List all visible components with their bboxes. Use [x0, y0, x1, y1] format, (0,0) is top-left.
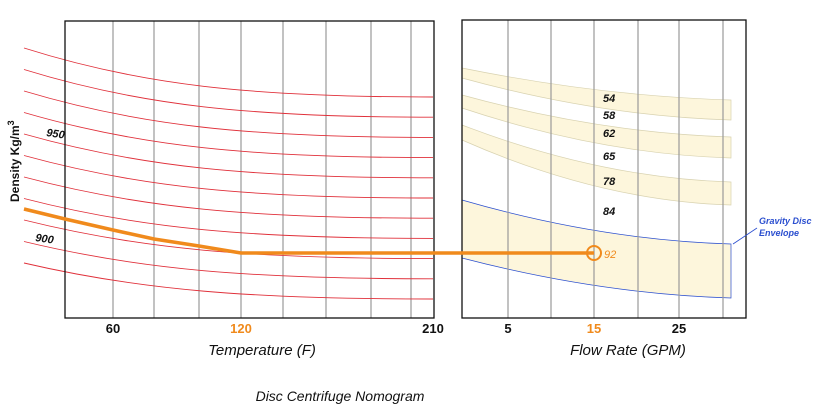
tick-210: 210 [422, 321, 444, 336]
density-curve [23, 47, 434, 98]
density-curve [23, 176, 434, 219]
tick-5: 5 [504, 321, 511, 336]
temperature-panel-frame [64, 20, 435, 319]
band-label: 58 [603, 110, 616, 122]
x-axis-label-flow-rate: Flow Rate (GPM) [570, 342, 686, 359]
envelope-label-line1: Gravity Disc [759, 216, 812, 226]
envelope-leader-line [732, 227, 758, 245]
band-label: 62 [603, 128, 615, 140]
selected-value-label: 92 [604, 249, 616, 261]
flow-bands [461, 67, 732, 299]
band-label: 84 [603, 206, 615, 218]
flow-band [461, 67, 732, 121]
density-curve [23, 112, 434, 159]
envelope-label-line2: Envelope [759, 228, 799, 238]
density-curves [23, 47, 434, 300]
band-label: 78 [603, 176, 616, 188]
gravity-disc-envelope [461, 199, 732, 299]
curve-label-950: 950 [46, 127, 67, 142]
tick-60: 60 [106, 321, 120, 336]
flow-band [461, 94, 732, 159]
chart-title: Disc Centrifuge Nomogram [256, 388, 425, 404]
density-curve [23, 90, 434, 138]
density-curve [23, 69, 434, 118]
flow-band [461, 124, 732, 206]
band-label: 65 [603, 151, 616, 163]
band-labels: 54 58 62 65 78 84 [603, 93, 616, 218]
reading-path [23, 207, 594, 255]
tick-15: 15 [587, 321, 601, 336]
tick-120: 120 [230, 321, 252, 336]
x-axis-label-temperature: Temperature (F) [208, 342, 316, 359]
curve-label-900: 900 [35, 232, 56, 247]
y-axis-label: Density Kg/m3 [6, 120, 22, 202]
flow-grid [507, 20, 724, 318]
density-curve [23, 133, 434, 179]
tick-25: 25 [672, 321, 686, 336]
temperature-grid [112, 21, 412, 318]
selected-point-marker [586, 245, 602, 261]
density-curve [23, 155, 434, 199]
density-curve [23, 241, 434, 280]
band-label: 54 [603, 93, 615, 105]
density-curve [23, 219, 434, 260]
flow-panel-frame [461, 19, 747, 319]
density-curve [23, 198, 434, 239]
density-curve [23, 262, 434, 300]
